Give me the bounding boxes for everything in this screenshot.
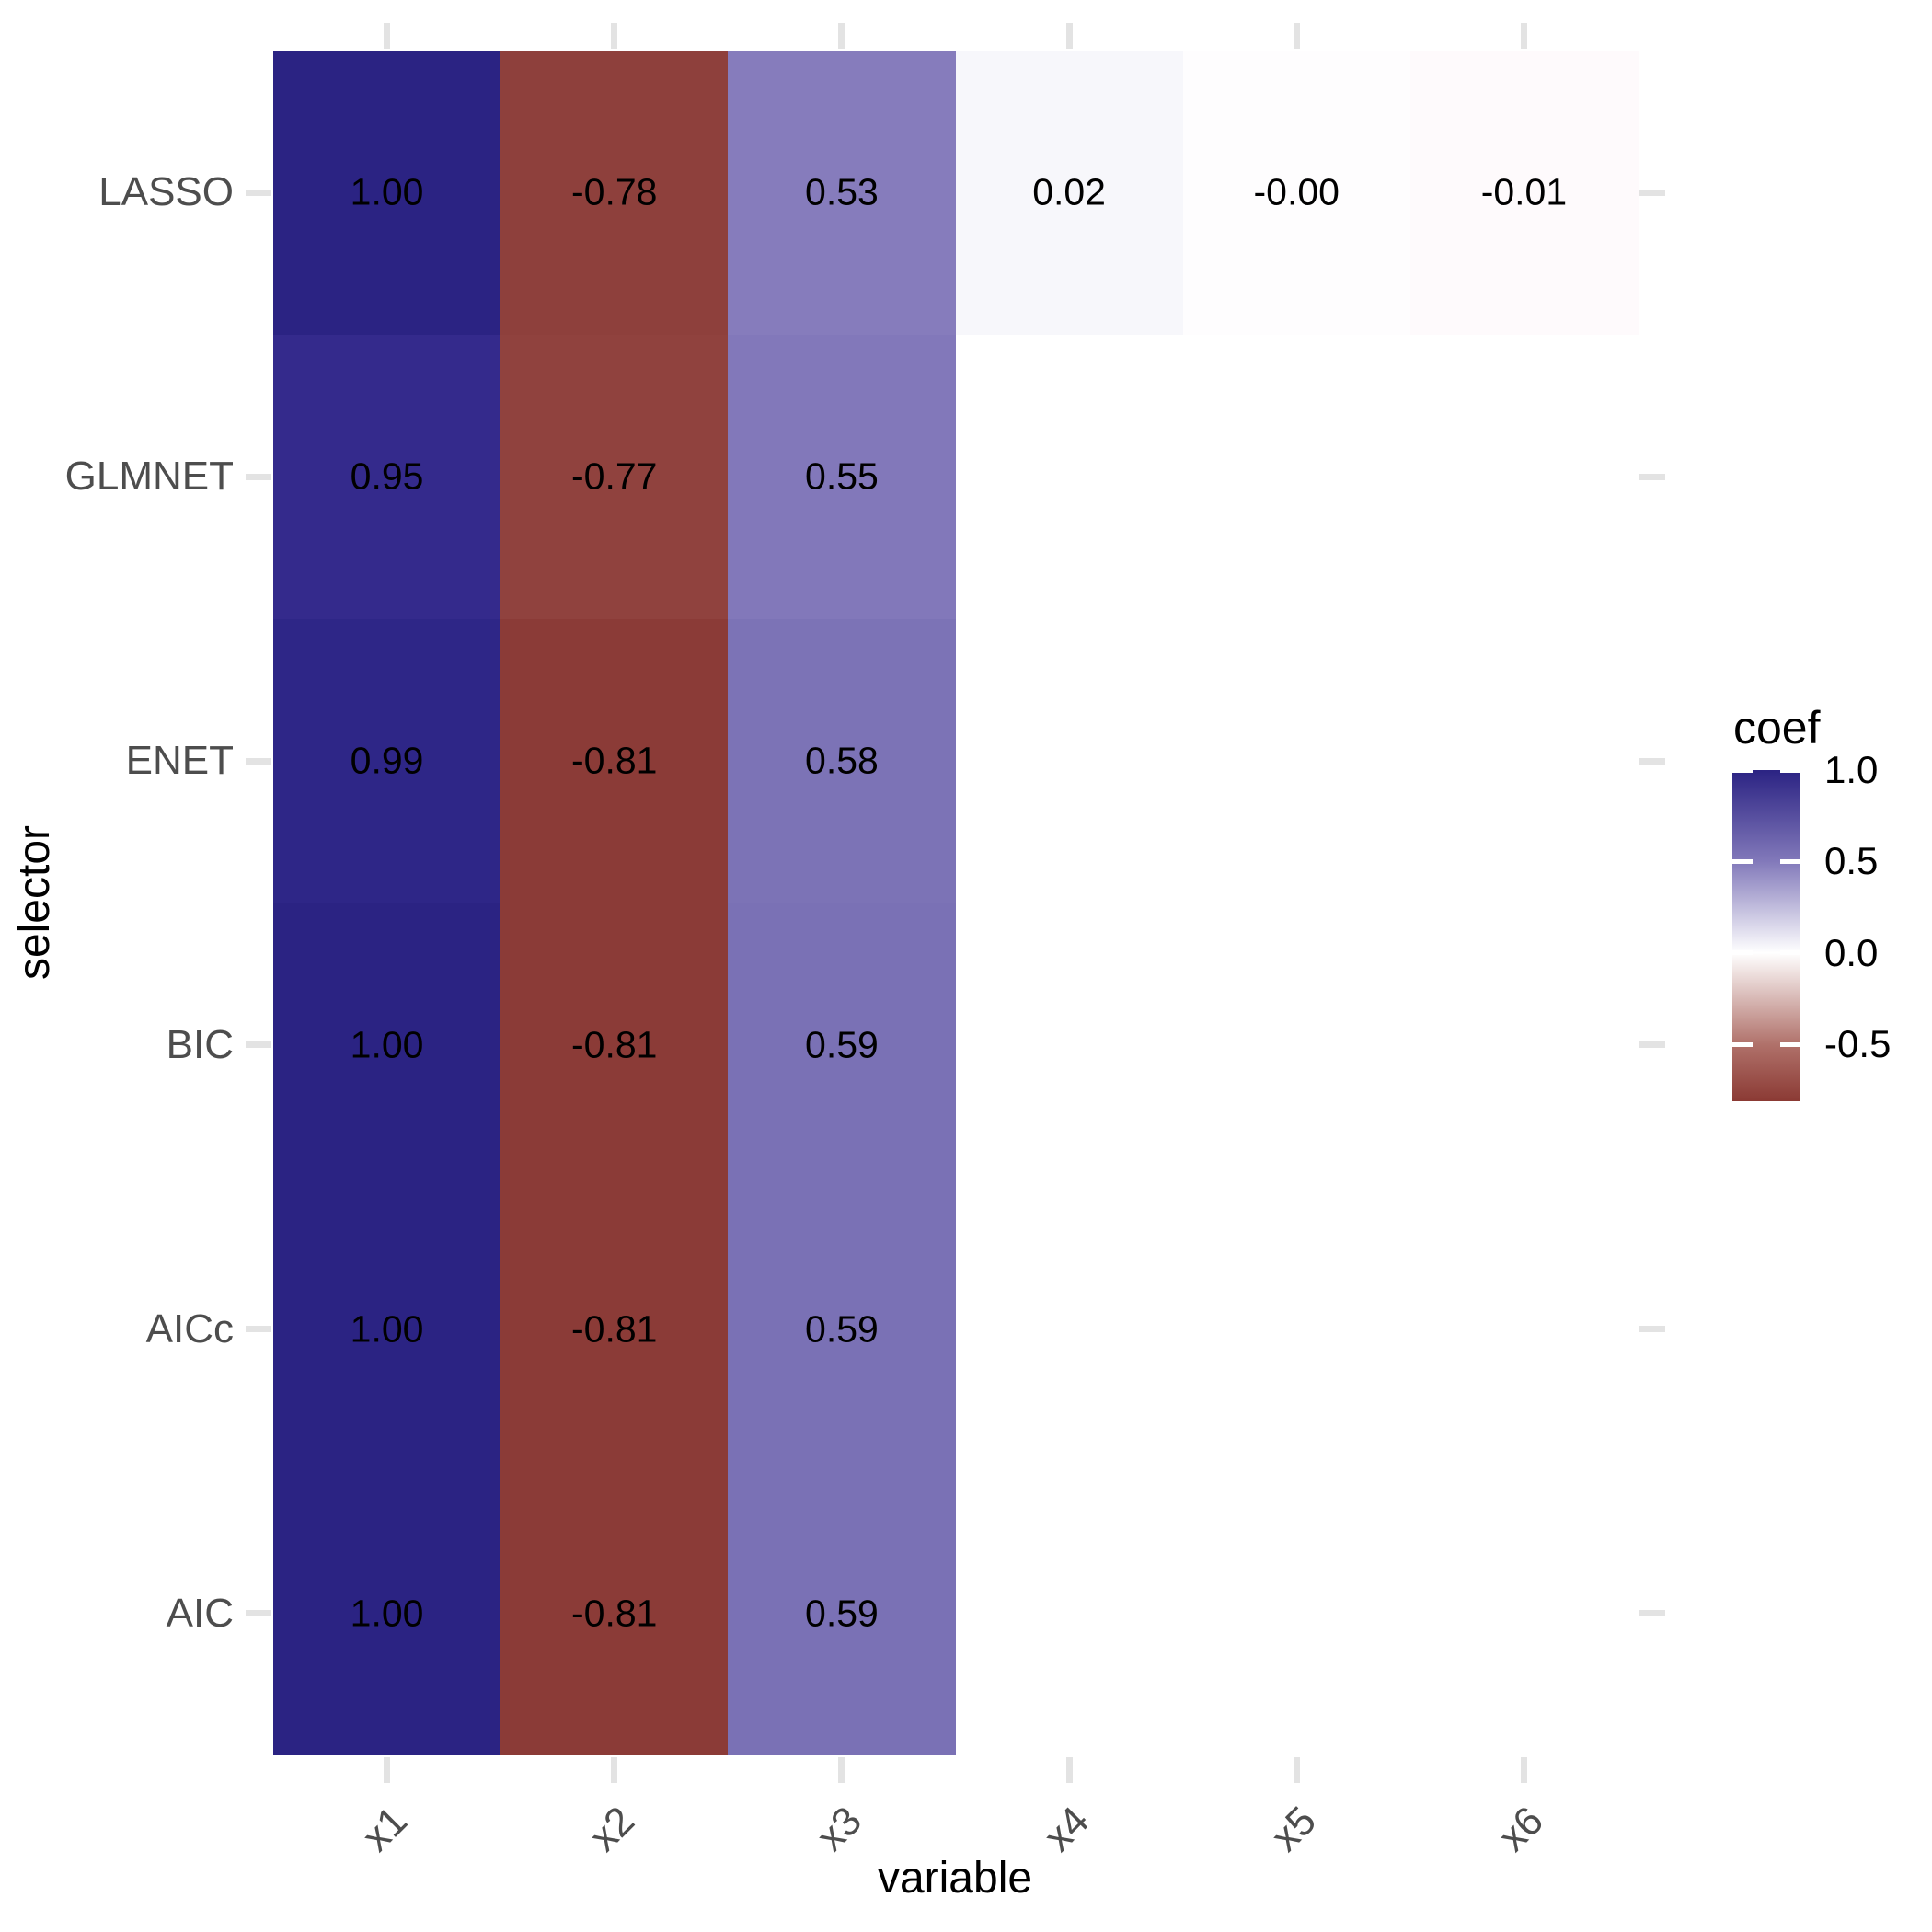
cell-value-label: 0.59	[805, 1023, 879, 1066]
x-axis-tick-top	[1065, 23, 1073, 49]
heatmap-cell	[500, 903, 729, 1188]
legend-tick-mark-left	[1732, 858, 1753, 864]
heatmap-cell	[955, 51, 1184, 336]
legend-tick-mark-left	[1732, 950, 1753, 956]
y-axis-tick-right	[1639, 189, 1666, 196]
heatmap-cell	[273, 903, 501, 1188]
x-axis-tick-top	[1293, 23, 1300, 49]
cell-value-label: -0.77	[571, 454, 658, 498]
legend-tick-mark-right	[1780, 767, 1800, 773]
cell-value-label: -0.78	[571, 170, 658, 213]
x-axis-tick-top	[611, 23, 618, 49]
heatmap-cell	[500, 1471, 729, 1756]
heatmap-cell	[728, 334, 956, 620]
cell-value-label: 1.00	[350, 1592, 424, 1635]
x-axis-tick-top	[384, 23, 391, 49]
heatmap-cell	[728, 903, 956, 1188]
cell-value-label: 0.59	[805, 1592, 879, 1635]
y-axis-tick-left	[246, 1610, 271, 1617]
cell-value-label: -0.81	[571, 1307, 658, 1351]
y-axis-tick-right	[1639, 473, 1666, 480]
x-axis-tick-bottom	[1520, 1756, 1527, 1783]
cell-value-label: 0.59	[805, 1307, 879, 1351]
legend-tick-mark-left	[1732, 767, 1753, 773]
y-axis-label: ENET	[125, 738, 234, 784]
y-axis-tick-right	[1639, 1041, 1666, 1049]
y-axis-tick-right	[1639, 1326, 1666, 1333]
cell-value-label: 0.53	[805, 170, 879, 213]
cell-value-label: 0.95	[350, 454, 424, 498]
heatmap-cell	[728, 1187, 956, 1472]
y-axis-title: selector	[10, 824, 59, 981]
cell-value-label: 0.58	[805, 739, 879, 782]
cell-value-label: 1.00	[350, 170, 424, 213]
heatmap-cell	[273, 334, 501, 620]
y-axis-tick-left	[246, 757, 271, 765]
cell-value-label: 0.99	[350, 739, 424, 782]
heatmap-cell	[728, 1471, 956, 1756]
cell-value-label: -0.81	[571, 739, 658, 782]
heatmap-cell	[273, 1187, 501, 1472]
heatmap-cell	[500, 51, 729, 336]
x-axis-label: x2	[581, 1798, 643, 1860]
legend-tick-mark-left	[1732, 1041, 1753, 1047]
x-axis-tick-bottom	[611, 1756, 618, 1783]
y-axis-tick-left	[246, 1041, 271, 1049]
heatmap-cell	[273, 51, 501, 336]
x-axis-tick-bottom	[1293, 1756, 1300, 1783]
legend-tick-mark-right	[1780, 1041, 1800, 1047]
heatmap-cell	[728, 618, 956, 903]
legend-title: coef	[1733, 702, 1821, 753]
heatmap-cell	[500, 334, 729, 620]
heatmap-cell	[273, 1471, 501, 1756]
x-axis-tick-bottom	[384, 1756, 391, 1783]
y-axis-tick-right	[1639, 1610, 1666, 1617]
cell-value-label: 0.02	[1032, 170, 1106, 213]
x-axis-tick-bottom	[838, 1756, 845, 1783]
legend-tick-label: 0.0	[1824, 930, 1879, 974]
cell-value-label: 1.00	[350, 1023, 424, 1066]
y-axis-tick-left	[246, 473, 271, 480]
cell-value-label: -0.81	[571, 1592, 658, 1635]
legend-tick-mark-right	[1780, 858, 1800, 864]
y-axis-label: GLMNET	[64, 454, 234, 500]
x-axis-label: x6	[1489, 1798, 1553, 1860]
x-axis-tick-top	[1520, 23, 1527, 49]
cell-value-label: -0.01	[1480, 170, 1568, 213]
cell-value-label: -0.81	[571, 1023, 658, 1066]
x-axis-title: variable	[877, 1854, 1033, 1903]
y-axis-tick-left	[246, 189, 271, 196]
legend-tick-label: 1.0	[1824, 748, 1879, 791]
legend-tick-label: -0.5	[1824, 1022, 1892, 1066]
y-axis-label: AIC	[166, 1590, 234, 1636]
heatmap-cell	[728, 51, 956, 336]
heatmap-cell	[273, 618, 501, 903]
x-axis-tick-bottom	[1065, 1756, 1073, 1783]
legend-gradient-bar	[1732, 770, 1800, 1101]
legend-tick-label: 0.5	[1824, 839, 1879, 883]
heatmap-cell	[500, 618, 729, 903]
y-axis-label: BIC	[166, 1021, 234, 1067]
y-axis-label: AICc	[145, 1305, 234, 1351]
x-axis-tick-top	[838, 23, 845, 49]
cell-value-label: 0.55	[805, 454, 879, 498]
heatmap-cell	[1409, 51, 1639, 336]
y-axis-tick-right	[1639, 757, 1666, 765]
heatmap-cell	[500, 1187, 729, 1472]
y-axis-tick-left	[246, 1326, 271, 1333]
heatmap-cell	[1182, 51, 1411, 336]
x-axis-label: x1	[353, 1798, 416, 1860]
y-axis-label: LASSO	[98, 169, 234, 215]
cell-value-label: 1.00	[350, 1307, 424, 1351]
cell-value-label: -0.00	[1253, 170, 1340, 213]
legend-tick-mark-right	[1780, 950, 1800, 956]
